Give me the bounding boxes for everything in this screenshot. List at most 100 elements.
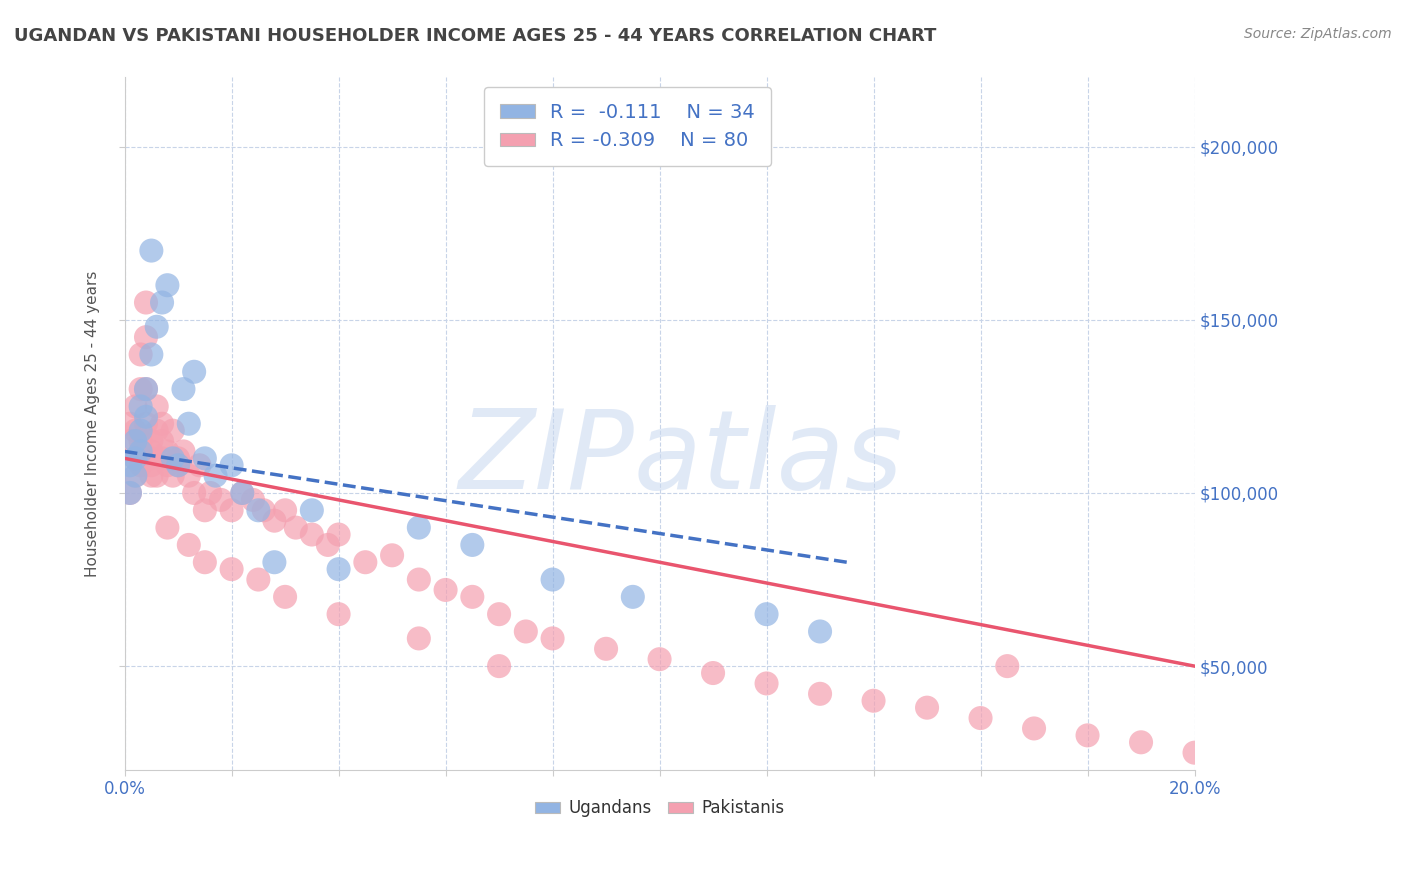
Point [702,666,724,681]
Text: UGANDAN VS PAKISTANI HOUSEHOLDER INCOME AGES 25 - 44 YEARS CORRELATION CHART: UGANDAN VS PAKISTANI HOUSEHOLDER INCOME … [14,27,936,45]
Point [118,417,141,431]
Point [1077,728,1099,742]
Point [488,659,510,673]
Point [231,486,253,500]
Point [1130,735,1153,749]
Point [156,278,179,293]
Point [177,468,200,483]
Point [221,458,243,473]
Point [129,400,152,414]
Point [129,347,152,361]
Point [408,632,430,646]
Y-axis label: Householder Income Ages 25 - 44 years: Householder Income Ages 25 - 44 years [86,270,100,577]
Point [253,503,276,517]
Point [118,458,141,473]
Point [204,468,226,483]
Point [621,590,644,604]
Point [408,520,430,534]
Point [118,486,141,500]
Point [124,468,146,483]
Point [124,434,146,448]
Point [145,400,167,414]
Point [755,676,778,690]
Point [124,451,146,466]
Point [162,424,184,438]
Point [194,555,217,569]
Point [808,687,831,701]
Point [141,468,163,483]
Point [124,451,146,466]
Point [135,409,157,424]
Point [274,503,297,517]
Point [301,503,323,517]
Point [129,444,152,458]
Point [247,573,270,587]
Point [995,659,1018,673]
Point [301,527,323,541]
Point [129,444,152,458]
Point [118,434,141,448]
Point [129,434,152,448]
Point [408,573,430,587]
Point [129,458,152,473]
Point [141,434,163,448]
Point [118,486,141,500]
Point [808,624,831,639]
Point [135,417,157,431]
Point [263,514,285,528]
Point [188,458,211,473]
Point [141,451,163,466]
Point [141,347,163,361]
Point [328,607,350,622]
Point [177,538,200,552]
Point [124,400,146,414]
Point [328,562,350,576]
Point [135,382,157,396]
Point [461,590,484,604]
Point [515,624,537,639]
Point [434,582,457,597]
Point [381,549,404,563]
Point [862,694,884,708]
Point [141,244,163,258]
Point [141,458,163,473]
Point [221,503,243,517]
Point [1022,722,1045,736]
Point [595,641,617,656]
Point [124,424,146,438]
Text: ZIPatlas: ZIPatlas [458,405,903,512]
Point [461,538,484,552]
Point [150,434,173,448]
Point [167,458,190,473]
Point [274,590,297,604]
Point [145,319,167,334]
Point [150,295,173,310]
Point [231,486,253,500]
Point [969,711,991,725]
Point [150,417,173,431]
Point [129,424,152,438]
Point [541,632,564,646]
Point [648,652,671,666]
Point [915,700,938,714]
Point [162,468,184,483]
Point [541,573,564,587]
Legend: Ugandans, Pakistanis: Ugandans, Pakistanis [529,793,792,824]
Point [242,492,264,507]
Point [172,382,194,396]
Point [247,503,270,517]
Point [354,555,377,569]
Point [135,382,157,396]
Point [200,486,222,500]
Point [177,417,200,431]
Point [162,451,184,466]
Point [124,468,146,483]
Text: Source: ZipAtlas.com: Source: ZipAtlas.com [1244,27,1392,41]
Point [183,365,205,379]
Point [135,295,157,310]
Point [145,468,167,483]
Point [194,451,217,466]
Point [135,330,157,344]
Point [1184,746,1206,760]
Point [156,444,179,458]
